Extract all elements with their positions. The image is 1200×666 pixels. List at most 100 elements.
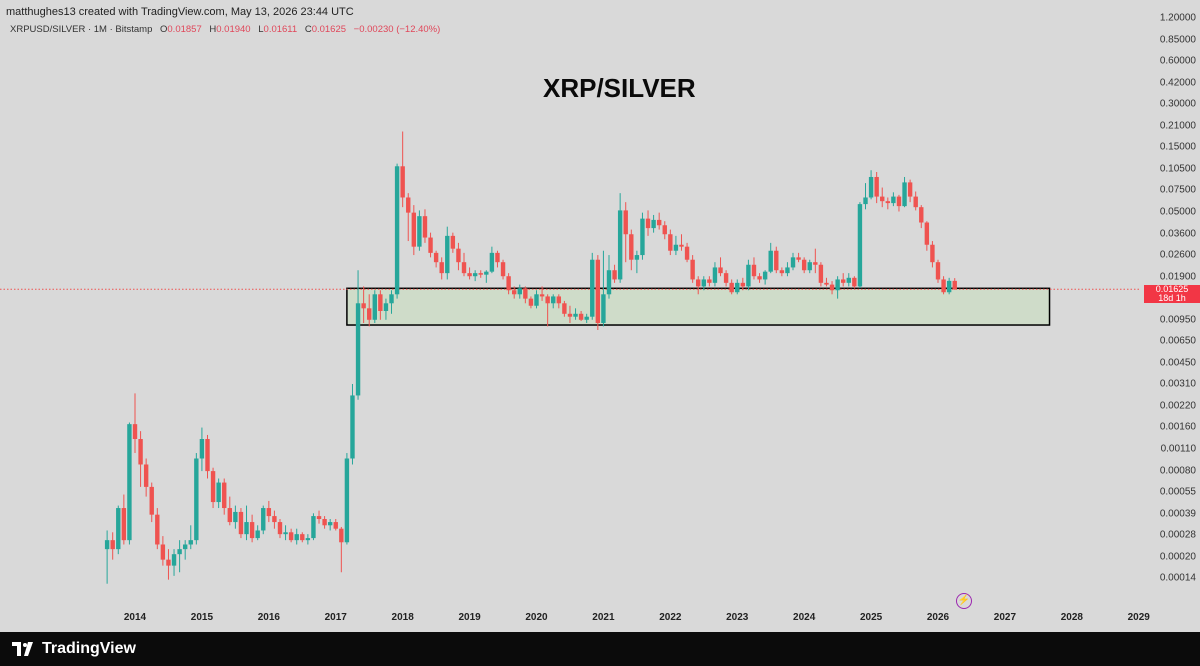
candle-body	[361, 303, 366, 309]
x-tick-label: 2028	[1060, 612, 1083, 623]
candle-body	[132, 424, 138, 440]
candle-2021-06	[629, 229, 634, 271]
candle-2014-06	[160, 536, 166, 566]
candle-body	[857, 204, 863, 287]
candle-2014-10	[182, 540, 188, 560]
candle-body	[578, 313, 584, 320]
candle-2013-10	[116, 505, 121, 555]
flash-icon[interactable]: ⚡	[956, 593, 972, 609]
candle-2025-03	[880, 187, 885, 208]
candle-body	[327, 522, 333, 526]
candle-body	[746, 264, 751, 287]
symbol-label[interactable]: XRPUSD/SILVER · 1M · Bitstamp	[10, 24, 153, 35]
candle-2022-03	[679, 234, 684, 251]
candle-body	[601, 294, 606, 323]
candle-body	[919, 207, 924, 223]
candle-2020-03	[545, 294, 550, 327]
candle-2024-09	[846, 273, 851, 287]
candle-2015-01	[199, 427, 205, 472]
candle-body	[952, 280, 957, 290]
y-tick-label: 0.00055	[1159, 486, 1196, 498]
candle-body	[205, 439, 210, 472]
candle-body	[411, 212, 417, 247]
candle-2020-06	[562, 300, 567, 317]
candle-body	[701, 279, 706, 287]
candle-2016-11	[322, 516, 327, 529]
candle-2024-05	[824, 277, 829, 287]
candle-2023-10	[785, 262, 790, 277]
candle-2020-02	[539, 286, 545, 301]
chart-credit: matthughes13 created with TradingView.co…	[6, 6, 354, 18]
candle-2014-08	[171, 549, 177, 576]
candle-body	[668, 234, 673, 251]
candle-body	[266, 508, 272, 517]
candle-body	[355, 303, 361, 396]
candle-2024-06	[829, 281, 835, 295]
candle-2020-12	[595, 255, 601, 330]
candle-body	[300, 534, 305, 541]
candle-2025-07	[902, 176, 907, 208]
candle-body	[244, 522, 249, 535]
candle-2019-04	[484, 270, 489, 283]
candle-2013-08	[104, 530, 110, 584]
candle-2021-05	[623, 202, 628, 263]
candle-body	[188, 540, 193, 545]
close-key: C	[304, 24, 312, 35]
candle-body	[645, 218, 651, 229]
candle-body	[523, 288, 528, 299]
candle-body	[417, 216, 422, 247]
candle-2021-02	[606, 255, 612, 299]
candle-2018-11	[456, 242, 461, 271]
candle-2024-07	[835, 276, 840, 299]
candle-body	[729, 282, 734, 293]
tradingview-logo[interactable]: TradingView	[12, 640, 136, 658]
x-tick-label: 2023	[726, 612, 749, 623]
candle-2013-09	[110, 532, 115, 560]
candle-2023-06	[762, 270, 768, 285]
candle-2019-06	[495, 250, 500, 268]
candle-2018-07	[433, 250, 439, 268]
candle-body	[177, 549, 182, 555]
y-tick-label: 0.00039	[1159, 508, 1196, 520]
candle-2016-03	[277, 519, 283, 539]
candle-2024-01	[801, 257, 807, 274]
x-tick-label: 2027	[993, 612, 1017, 623]
candle-body	[696, 279, 701, 287]
candle-body	[166, 559, 171, 566]
candle-body	[311, 516, 316, 539]
candle-2017-08	[372, 290, 377, 323]
candle-body	[539, 294, 545, 297]
candle-body	[182, 544, 188, 550]
candle-body	[567, 313, 573, 317]
candle-2017-01	[333, 519, 338, 531]
candle-2015-10	[249, 514, 255, 543]
candle-body	[617, 210, 623, 280]
x-tick-label: 2014	[123, 612, 147, 623]
x-tick-label: 2022	[659, 612, 682, 623]
open-value: 0.01857	[167, 24, 202, 35]
candle-body	[406, 197, 411, 213]
candle-2020-11	[590, 252, 595, 320]
candle-body	[590, 259, 595, 317]
candle-2024-02	[807, 259, 812, 274]
candle-body	[277, 522, 283, 535]
candle-body	[835, 279, 840, 291]
candle-2025-10	[919, 205, 924, 229]
candle-body	[880, 196, 885, 202]
candle-body	[272, 516, 277, 523]
candle-2021-12	[662, 221, 667, 240]
candle-body	[294, 534, 299, 541]
candle-2016-07	[300, 532, 305, 543]
candle-2018-08	[439, 257, 444, 280]
candle-2024-11	[857, 202, 863, 289]
candle-2022-01	[668, 229, 673, 256]
candle-body	[684, 246, 690, 260]
candle-body	[394, 166, 400, 295]
candle-body	[896, 196, 902, 207]
candle-2015-07	[233, 505, 238, 529]
candle-2023-01	[735, 279, 740, 295]
candle-body	[155, 514, 160, 545]
candle-body	[656, 219, 662, 226]
candle-2023-08	[774, 246, 779, 274]
candle-2022-09	[712, 262, 718, 287]
